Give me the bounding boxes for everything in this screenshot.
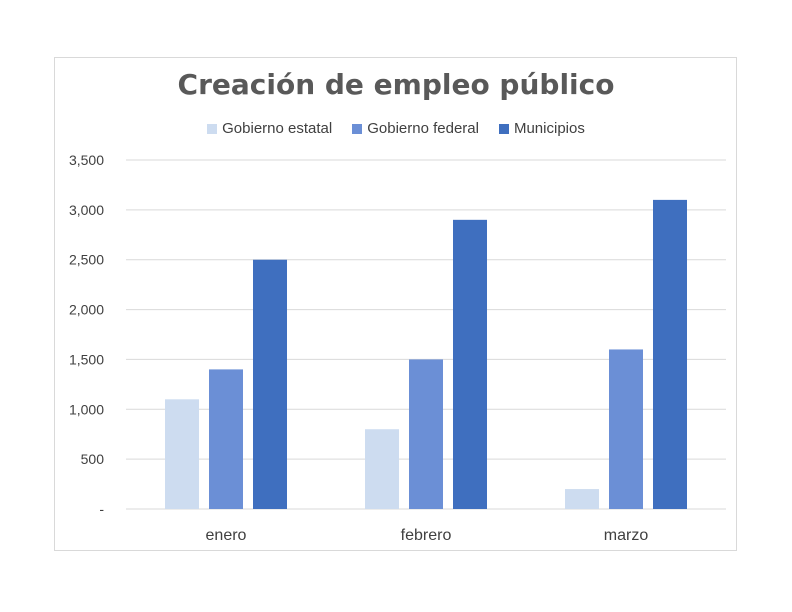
legend-item-gobierno-estatal: Gobierno estatal bbox=[207, 120, 332, 137]
bar-gobierno-estatal-marzo bbox=[565, 489, 599, 509]
bar-municipios-enero bbox=[253, 259, 287, 509]
y-tick-label: 3,500 bbox=[69, 152, 104, 168]
y-tick-label: 1,500 bbox=[69, 351, 104, 367]
legend-swatch-gobierno-estatal bbox=[207, 123, 218, 134]
y-tick-label: - bbox=[99, 501, 104, 517]
y-tick-label: 2,500 bbox=[69, 252, 104, 268]
legend-label-municipios: Municipios bbox=[513, 120, 585, 137]
chart-title: Creación de empleo público bbox=[177, 68, 615, 101]
chart-legend: Gobierno estatal Gobierno federal Munici… bbox=[0, 120, 792, 137]
legend-item-municipios: Municipios bbox=[498, 120, 585, 137]
bar-gobierno-federal-enero bbox=[209, 369, 243, 509]
bar-gobierno-federal-febrero bbox=[409, 359, 443, 509]
y-tick-label: 1,000 bbox=[69, 401, 104, 417]
bar-gobierno-estatal-febrero bbox=[365, 429, 399, 509]
y-tick-label: 500 bbox=[81, 451, 105, 467]
bar-municipios-febrero bbox=[453, 219, 487, 510]
bar-municipios-marzo bbox=[653, 199, 687, 509]
y-tick-label: 3,000 bbox=[69, 202, 104, 218]
x-category-label: marzo bbox=[604, 527, 649, 544]
legend-swatch-gobierno-federal bbox=[352, 123, 363, 134]
legend-swatch-municipios bbox=[498, 123, 509, 134]
bar-gobierno-federal-marzo bbox=[609, 349, 643, 509]
x-category-label: febrero bbox=[401, 527, 452, 544]
y-tick-label: 2,000 bbox=[69, 302, 104, 318]
legend-item-gobierno-federal: Gobierno federal bbox=[352, 120, 479, 137]
bar-gobierno-estatal-enero bbox=[165, 399, 199, 509]
legend-label-gobierno-estatal: Gobierno estatal bbox=[222, 120, 333, 137]
x-category-label: enero bbox=[206, 527, 247, 544]
legend-label-gobierno-federal: Gobierno federal bbox=[367, 120, 479, 137]
